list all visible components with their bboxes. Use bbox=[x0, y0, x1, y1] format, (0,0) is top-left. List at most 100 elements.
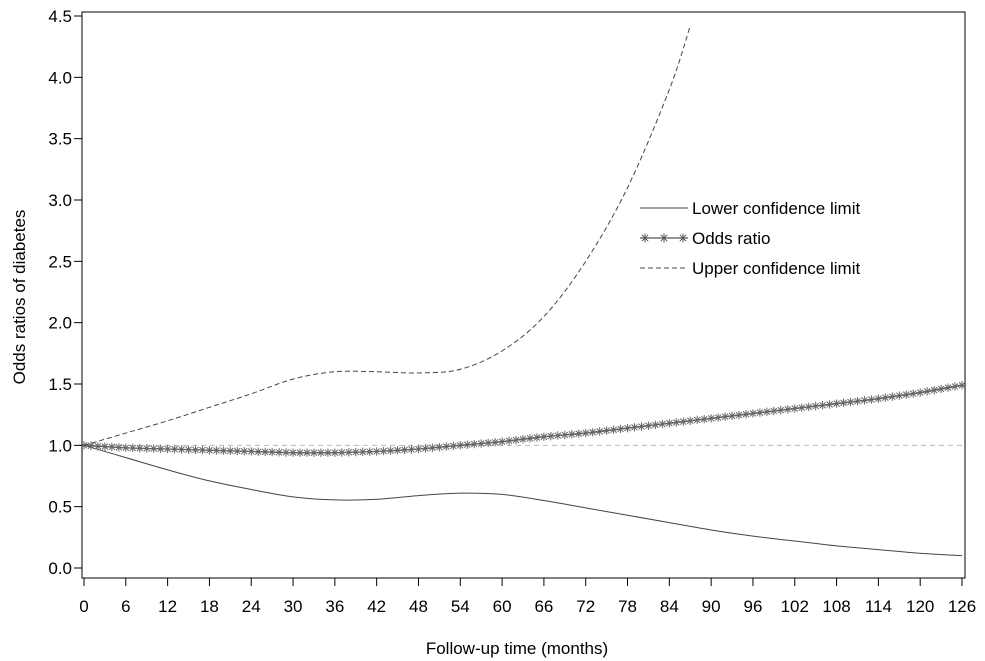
data-point bbox=[651, 420, 660, 430]
data-point bbox=[428, 443, 437, 452]
legend: Lower confidence limit Odds ratio Upper co… bbox=[640, 199, 860, 278]
data-point bbox=[588, 428, 597, 437]
x-tick-label: 96 bbox=[743, 597, 762, 616]
data-point bbox=[421, 444, 430, 453]
x-tick-label: 30 bbox=[284, 597, 303, 616]
data-point bbox=[665, 419, 674, 428]
data-point bbox=[686, 416, 695, 425]
data-point bbox=[783, 405, 792, 414]
data-point bbox=[790, 404, 799, 413]
y-tick-label: 2.0 bbox=[48, 314, 72, 333]
data-point bbox=[267, 447, 277, 457]
data-point bbox=[170, 445, 179, 454]
data-point bbox=[532, 433, 542, 442]
legend-label: Odds ratio bbox=[692, 229, 770, 248]
data-point bbox=[720, 412, 730, 421]
x-tick-label: 108 bbox=[822, 597, 850, 616]
data-point bbox=[929, 385, 939, 395]
data-point bbox=[449, 441, 458, 451]
data-point bbox=[727, 411, 737, 421]
data-point bbox=[713, 413, 723, 422]
data-point bbox=[943, 383, 953, 392]
data-point bbox=[902, 390, 911, 399]
data-point bbox=[414, 444, 423, 454]
data-point bbox=[365, 447, 374, 456]
data-point bbox=[748, 409, 758, 418]
data-point bbox=[881, 393, 890, 402]
data-point bbox=[497, 437, 507, 446]
legend-label: Lower confidence limit bbox=[692, 199, 860, 218]
x-tick-label: 54 bbox=[451, 597, 470, 616]
data-point bbox=[860, 396, 869, 405]
x-tick-label: 72 bbox=[576, 597, 595, 616]
data-point bbox=[706, 414, 716, 423]
data-point bbox=[595, 427, 604, 436]
series-line-lower-confidence-limit bbox=[83, 444, 963, 557]
y-tick-label: 2.5 bbox=[48, 252, 72, 271]
data-point bbox=[839, 398, 848, 408]
data-point bbox=[198, 445, 207, 455]
data-point bbox=[895, 391, 904, 400]
data-point bbox=[435, 442, 444, 452]
data-point bbox=[107, 442, 117, 452]
data-point bbox=[254, 447, 263, 456]
y-tick-label: 3.0 bbox=[48, 191, 72, 210]
data-point bbox=[602, 426, 611, 435]
data-point bbox=[574, 429, 583, 438]
y-tick-label: 1.5 bbox=[48, 375, 72, 394]
data-point bbox=[936, 384, 946, 394]
data-point bbox=[525, 434, 535, 443]
x-tick-label: 60 bbox=[493, 597, 512, 616]
data-point bbox=[581, 428, 590, 438]
data-point bbox=[699, 414, 709, 424]
data-point bbox=[442, 442, 451, 451]
x-tick-label: 6 bbox=[121, 597, 130, 616]
data-point bbox=[950, 382, 960, 391]
data-point bbox=[825, 400, 834, 409]
data-point bbox=[504, 436, 514, 446]
y-tick-label: 4.5 bbox=[48, 7, 72, 26]
data-point bbox=[630, 423, 639, 432]
x-tick-label: 24 bbox=[242, 597, 261, 616]
data-point bbox=[915, 388, 925, 397]
data-point bbox=[546, 431, 556, 441]
data-point bbox=[818, 401, 827, 410]
data-point bbox=[330, 448, 340, 457]
data-point bbox=[679, 417, 688, 426]
y-axis-title: Odds ratios of diabetes bbox=[10, 210, 29, 385]
data-point bbox=[693, 415, 702, 425]
data-point bbox=[909, 389, 918, 398]
x-tick-label: 42 bbox=[367, 597, 386, 616]
data-point bbox=[518, 435, 528, 444]
data-point bbox=[184, 445, 193, 454]
data-point bbox=[560, 430, 570, 440]
y-tick-label: 0.0 bbox=[48, 559, 72, 578]
data-point bbox=[609, 425, 618, 434]
data-point bbox=[867, 395, 876, 404]
y-tick-label: 0.5 bbox=[48, 498, 72, 517]
x-tick-label: 48 bbox=[409, 597, 428, 616]
data-point bbox=[644, 421, 653, 430]
plot-frame bbox=[81, 11, 966, 579]
data-point bbox=[922, 387, 932, 396]
series-upper-confidence-limit bbox=[83, 25, 691, 446]
series-lower-confidence-limit bbox=[83, 444, 963, 557]
x-axis-title: Follow-up time (months) bbox=[426, 639, 608, 658]
data-point bbox=[616, 424, 625, 434]
data-point bbox=[776, 405, 786, 415]
data-point bbox=[483, 438, 493, 448]
x-tick-label: 78 bbox=[618, 597, 637, 616]
x-tick-label: 12 bbox=[158, 597, 177, 616]
data-point bbox=[553, 431, 563, 440]
data-point bbox=[114, 443, 124, 452]
data-point bbox=[797, 403, 806, 412]
x-tick-label: 18 bbox=[200, 597, 219, 616]
y-tick-label: 3.5 bbox=[48, 130, 72, 149]
data-point bbox=[637, 422, 646, 431]
data-point bbox=[832, 399, 841, 408]
y-tick-label: 4.0 bbox=[48, 68, 72, 87]
data-point bbox=[811, 401, 820, 411]
data-point bbox=[853, 396, 862, 406]
legend-item-odds-ratio: Odds ratio bbox=[640, 229, 770, 248]
